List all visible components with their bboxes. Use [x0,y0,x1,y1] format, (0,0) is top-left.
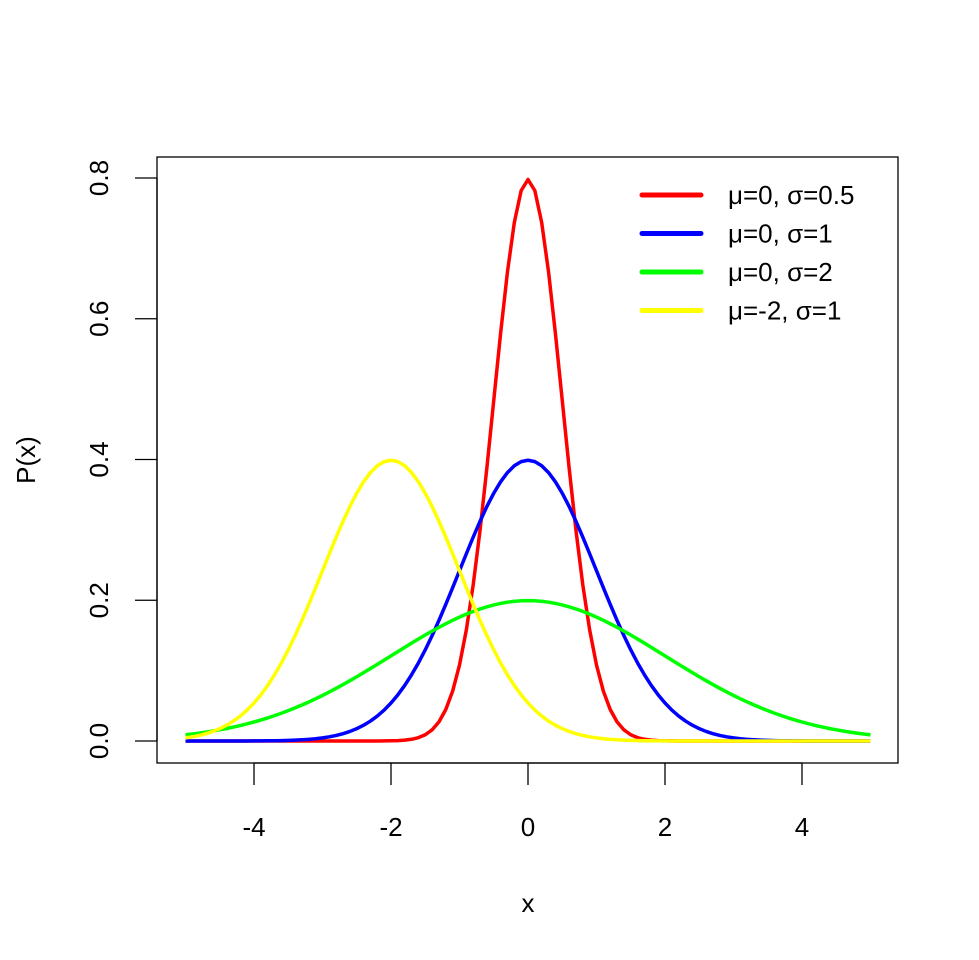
y-axis-label: P(x) [11,436,41,484]
series-line-2 [185,598,871,737]
y-tick-label: 0.2 [84,582,114,618]
x-tick-label: 0 [521,812,535,842]
y-tick-label: 0.8 [84,160,114,196]
legend: μ=0, σ=0.5 μ=0, σ=1 μ=0, σ=2 μ=-2, σ=1 [639,180,854,326]
legend-label: μ=0, σ=2 [728,257,833,287]
y-tick-label: 0.0 [84,723,114,759]
y-tick-label: 0.4 [84,441,114,477]
x-axis: -4 -2 0 2 4 [242,762,809,842]
series-line-3 [185,458,871,743]
x-tick-label: -2 [379,812,402,842]
x-tick-label: 4 [795,812,809,842]
x-tick-label: 2 [658,812,672,842]
legend-label: μ=-2, σ=1 [728,296,841,326]
legend-label: μ=0, σ=0.5 [728,180,854,210]
y-axis: 0.0 0.2 0.4 0.6 0.8 [84,160,158,759]
series-lines [185,177,871,743]
legend-label: μ=0, σ=1 [728,219,833,249]
y-tick-label: 0.6 [84,301,114,337]
x-tick-label: -4 [242,812,265,842]
x-axis-label: x [522,888,535,918]
